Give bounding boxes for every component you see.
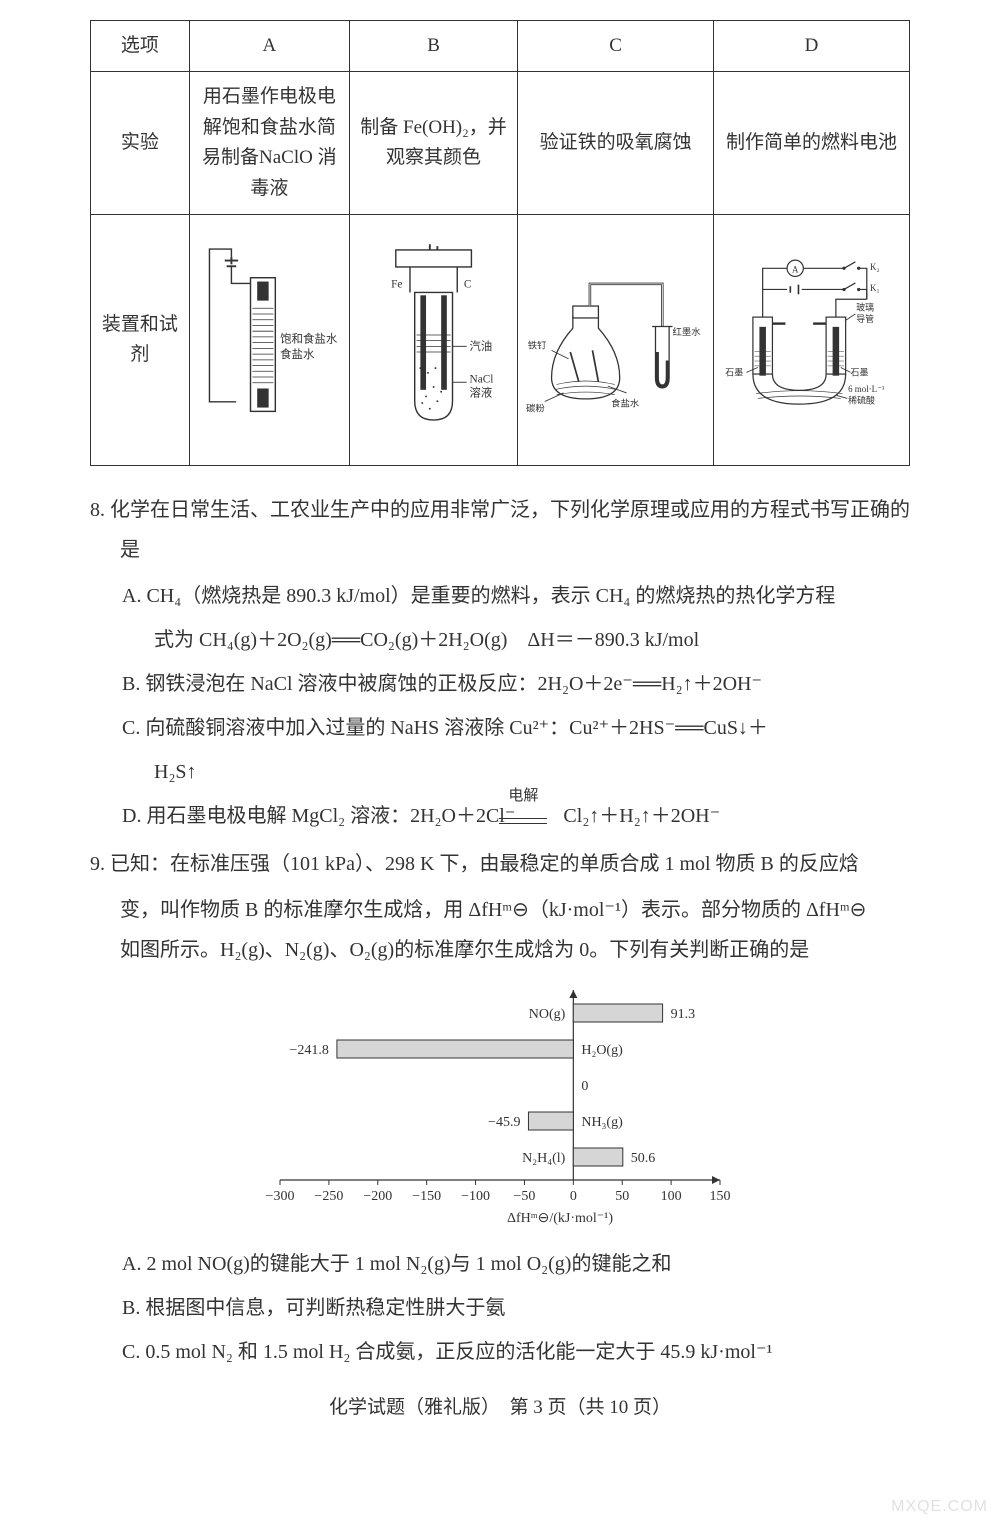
svg-text:150: 150 [710, 1189, 731, 1204]
svg-text:食盐水: 食盐水 [611, 398, 640, 410]
svg-text:50.6: 50.6 [631, 1151, 656, 1166]
th-c: C [518, 21, 714, 72]
svg-text:NO(g): NO(g) [529, 1007, 566, 1022]
svg-text:食盐水: 食盐水 [280, 347, 315, 361]
svg-text:−250: −250 [314, 1189, 343, 1204]
q9-a: A. 2 mol NO(g)的键能大于 1 mol N₂(g)与 1 mol O… [90, 1244, 910, 1284]
svg-text:玻璃: 玻璃 [856, 302, 874, 313]
svg-text:H₂O(g): H₂O(g) [581, 1043, 623, 1058]
q8-c-l1: C. 向硫酸铜溶液中加入过量的 NaHS 溶液除 Cu²⁺：Cu²⁺＋2HS⁻═… [90, 708, 910, 748]
svg-text:A: A [792, 264, 799, 274]
svg-text:红墨水: 红墨水 [673, 326, 702, 338]
svg-text:6 mol·L⁻¹: 6 mol·L⁻¹ [848, 384, 885, 394]
device-d: A K₂ K₁ [714, 214, 910, 465]
row-label-exp: 实验 [91, 72, 190, 215]
q8-d-pre: D. 用石墨电极电解 MgCl₂ 溶液：2H₂O＋2Cl⁻ [122, 805, 515, 827]
svg-text:−45.9: −45.9 [488, 1115, 520, 1130]
q9-chart: −300 −250 −200 −150 −100 −50 0 50 100 150 ΔfHᵐ⊖/(k… [240, 980, 760, 1230]
device-b: Fe C [349, 214, 517, 465]
q9-stem-l3: 如图所示。H₂(g)、N₂(g)、O₂(g)的标准摩尔生成焓为 0。下列有关判断… [90, 930, 910, 970]
svg-text:−300: −300 [266, 1189, 295, 1204]
q8-a-l2: 式为 CH₄(g)＋2O₂(g)══CO₂(g)＋2H₂O(g) ΔH＝－890… [90, 620, 910, 660]
svg-text:K₁: K₁ [870, 283, 880, 293]
svg-text:汽油: 汽油 [469, 339, 492, 353]
q8-b: B. 钢铁浸泡在 NaCl 溶液中被腐蚀的正极反应：2H₂O＋2e⁻══H₂↑＋… [90, 664, 910, 704]
svg-text:石墨: 石墨 [851, 368, 869, 378]
svg-text:−200: −200 [363, 1189, 392, 1204]
svg-text:NaCl: NaCl [469, 373, 493, 385]
q8-a-l1: A. CH₄（燃烧热是 890.3 kJ/mol）是重要的燃料，表示 CH₄ 的… [90, 576, 910, 616]
exp-b: 制备 Fe(OH)₂，并观察其颜色 [349, 72, 517, 215]
exp-d: 制作简单的燃料电池 [714, 72, 910, 215]
svg-text:0: 0 [581, 1079, 588, 1094]
exp-c: 验证铁的吸氧腐蚀 [518, 72, 714, 215]
svg-text:−241.8: −241.8 [290, 1043, 329, 1058]
q9-b: B. 根据图中信息，可判断热稳定性肼大于氨 [90, 1288, 910, 1328]
svg-text:50: 50 [615, 1189, 629, 1204]
watermark: MXQE.COM [891, 1498, 988, 1516]
svg-text:K₂: K₂ [870, 262, 880, 272]
svg-text:Fe: Fe [391, 279, 402, 291]
q9-c: C. 0.5 mol N₂ 和 1.5 mol H₂ 合成氨，正反应的活化能一定… [90, 1332, 910, 1372]
svg-text:铁钉: 铁钉 [528, 340, 547, 352]
th-d: D [714, 21, 910, 72]
svg-text:100: 100 [661, 1189, 682, 1204]
device-a: 饱和食盐水 食盐水 [189, 214, 349, 465]
svg-text:稀硫酸: 稀硫酸 [848, 394, 875, 405]
q8-d: D. 用石墨电极电解 MgCl₂ 溶液：2H₂O＋2Cl⁻ 电解 Cl₂↑＋H₂… [90, 796, 910, 837]
q8-d-post: Cl₂↑＋H₂↑＋2OH⁻ [563, 805, 720, 827]
th-a: A [189, 21, 349, 72]
svg-text:−50: −50 [513, 1189, 535, 1204]
th-b: B [349, 21, 517, 72]
row-label-device: 装置和试剂 [91, 214, 190, 465]
device-c: 红墨水 铁钉 碳粉 食盐水 [518, 214, 714, 465]
svg-text:91.3: 91.3 [671, 1007, 696, 1022]
th-option: 选项 [91, 21, 190, 72]
exp-a: 用石墨作电极电解饱和食盐水简易制备NaClO 消毒液 [189, 72, 349, 215]
svg-text:饱和食盐水: 饱和食盐水 [280, 332, 338, 346]
q9-stem-l1: 9. 已知：在标准压强（101 kPa）、298 K 下，由最稳定的单质合成 1… [90, 844, 910, 884]
svg-text:碳粉: 碳粉 [526, 403, 545, 415]
svg-text:0: 0 [570, 1189, 577, 1204]
svg-text:−150: −150 [412, 1189, 441, 1204]
q8-c-l2: H₂S↑ [90, 752, 910, 792]
svg-text:ΔfHᵐ⊖/(kJ·mol⁻¹): ΔfHᵐ⊖/(kJ·mol⁻¹) [507, 1211, 613, 1226]
page-footer: 化学试题（雅礼版） 第 3 页（共 10 页） [90, 1392, 910, 1419]
svg-text:导管: 导管 [856, 313, 874, 324]
svg-text:NH₃(g): NH₃(g) [581, 1115, 623, 1130]
q8-stem: 8. 化学在日常生活、工农业生产中的应用非常广泛，下列化学原理或应用的方程式书写… [90, 490, 910, 570]
svg-text:−100: −100 [461, 1189, 490, 1204]
experiment-table: 选项 A B C D 实验 用石墨作电极电解饱和食盐水简易制备NaClO 消毒液… [90, 20, 910, 466]
q9-stem-l2: 变，叫作物质 B 的标准摩尔生成焓，用 ΔfHᵐ⊖（kJ·mol⁻¹）表示。部分… [90, 890, 910, 930]
svg-text:溶液: 溶液 [469, 385, 492, 399]
svg-text:C: C [464, 279, 472, 291]
svg-text:石墨: 石墨 [725, 368, 743, 378]
svg-text:N₂H₄(l): N₂H₄(l) [522, 1151, 566, 1166]
q8-d-cond: 电解 [515, 781, 563, 811]
